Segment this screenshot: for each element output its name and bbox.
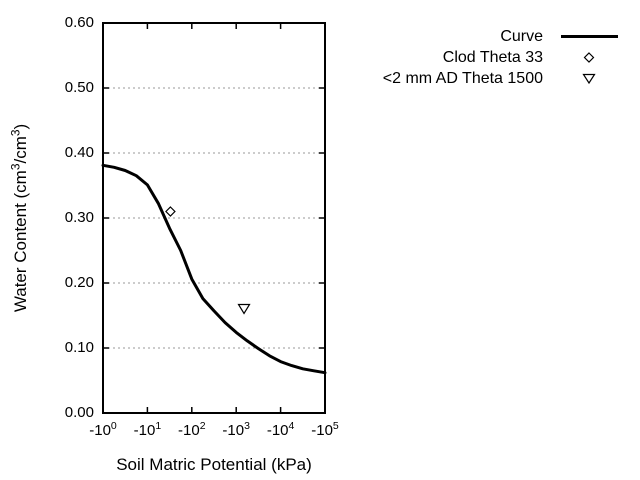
legend-triangle-down-icon (582, 73, 596, 85)
x-axis-label: Soil Matric Potential (kPa) (116, 455, 312, 474)
legend-item: <2 mm AD Theta 1500 (383, 68, 620, 89)
legend-label: <2 mm AD Theta 1500 (382, 69, 543, 87)
y-tick-label: 0.50 (64, 79, 94, 96)
y-tick-label: 0.30 (64, 209, 94, 226)
legend-label: Clod Theta 33 (442, 48, 543, 66)
legend-line-sample (561, 35, 618, 38)
y-tick-label: 0.20 (64, 274, 94, 291)
diamond-marker-icon (165, 206, 176, 217)
x-tick-label: -105 (311, 420, 339, 439)
y-tick-label: 0.40 (64, 144, 94, 161)
legend-label: Curve (500, 27, 543, 45)
y-tick-label: 0.60 (64, 14, 94, 31)
legend-item: Clod Theta 33 (383, 47, 620, 68)
legend-diamond-icon (583, 52, 595, 63)
y-tick-label: 0.10 (64, 339, 94, 356)
x-tick-label: -102 (178, 420, 206, 439)
x-tick-label: -100 (89, 420, 117, 439)
legend-item: Curve (383, 26, 620, 47)
legend: Curve Clod Theta 33 <2 mm AD Theta 1500 (383, 26, 620, 89)
curve-line (101, 163, 327, 375)
x-tick-label: -101 (133, 420, 162, 439)
y-tick-label: 0.00 (64, 404, 94, 421)
x-tick-label: -103 (222, 420, 250, 439)
triangle-down-marker-icon (237, 303, 251, 315)
x-tick-label: -104 (266, 420, 295, 439)
